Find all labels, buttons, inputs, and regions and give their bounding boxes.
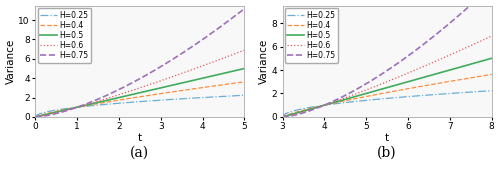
- H=0.25: [362, 99, 368, 102]
- H=0.4: [362, 96, 368, 98]
- H=0.25: [32, 116, 38, 118]
- H=0.25: [304, 107, 310, 109]
- Line: H=0.25: H=0.25: [36, 95, 244, 117]
- H=0.5: [100, 100, 106, 102]
- H=0.4: [430, 83, 436, 85]
- H=0.5: [304, 109, 310, 111]
- H=0.25: [348, 101, 354, 103]
- H=0.4: [242, 81, 248, 83]
- H=0.25: [430, 94, 436, 96]
- H=0.6: [304, 109, 310, 112]
- X-axis label: t: t: [385, 133, 389, 143]
- H=0.75: [184, 50, 190, 52]
- H=0.4: [100, 102, 106, 104]
- H=0.5: [58, 110, 64, 112]
- H=0.6: [184, 71, 190, 73]
- H=0.4: [32, 116, 38, 118]
- H=0.75: [304, 110, 310, 112]
- H=0.5: [411, 79, 417, 81]
- H=0.5: [280, 116, 285, 118]
- H=0.25: [115, 102, 121, 104]
- H=0.6: [411, 70, 417, 72]
- Line: H=0.75: H=0.75: [282, 0, 492, 117]
- H=0.25: [100, 103, 106, 106]
- H=0.6: [242, 49, 248, 51]
- H=0.6: [488, 35, 494, 37]
- H=0.5: [184, 81, 190, 83]
- H=0.25: [280, 116, 285, 118]
- H=0.75: [100, 96, 106, 98]
- H=0.25: [432, 94, 438, 96]
- H=0.4: [432, 83, 438, 85]
- H=0.5: [430, 74, 436, 76]
- H=0.75: [362, 83, 368, 85]
- H=0.6: [115, 94, 121, 96]
- H=0.4: [184, 89, 190, 91]
- H=0.6: [184, 70, 190, 72]
- H=0.6: [362, 89, 368, 91]
- Y-axis label: Variance: Variance: [258, 39, 268, 84]
- Line: H=0.4: H=0.4: [282, 74, 492, 117]
- Line: H=0.5: H=0.5: [282, 58, 492, 117]
- H=0.4: [411, 86, 417, 89]
- Line: H=0.5: H=0.5: [36, 68, 244, 117]
- H=0.75: [411, 50, 417, 53]
- H=0.4: [304, 108, 310, 110]
- H=0.6: [100, 98, 106, 101]
- H=0.6: [32, 116, 38, 118]
- X-axis label: t: t: [138, 133, 142, 143]
- H=0.75: [348, 91, 354, 94]
- H=0.5: [32, 116, 38, 118]
- H=0.75: [432, 35, 438, 37]
- H=0.25: [184, 97, 190, 100]
- H=0.75: [184, 49, 190, 51]
- H=0.4: [184, 89, 190, 91]
- Y-axis label: Variance: Variance: [6, 39, 16, 84]
- H=0.25: [411, 95, 417, 97]
- H=0.25: [242, 94, 248, 96]
- H=0.5: [115, 97, 121, 99]
- H=0.75: [430, 35, 436, 38]
- H=0.6: [432, 61, 438, 63]
- Line: H=0.25: H=0.25: [282, 91, 492, 117]
- Line: H=0.4: H=0.4: [36, 82, 244, 117]
- H=0.5: [184, 81, 190, 83]
- H=0.5: [348, 97, 354, 99]
- Line: H=0.75: H=0.75: [36, 9, 244, 117]
- H=0.75: [242, 8, 248, 10]
- H=0.5: [432, 73, 438, 75]
- H=0.75: [32, 116, 38, 118]
- H=0.4: [58, 109, 64, 112]
- H=0.75: [115, 89, 121, 91]
- Legend: H=0.25, H=0.4, H=0.5, H=0.6, H=0.75: H=0.25, H=0.4, H=0.5, H=0.6, H=0.75: [38, 8, 92, 63]
- H=0.6: [58, 110, 64, 113]
- H=0.25: [488, 90, 494, 92]
- Legend: H=0.25, H=0.4, H=0.5, H=0.6, H=0.75: H=0.25, H=0.4, H=0.5, H=0.6, H=0.75: [285, 8, 339, 63]
- H=0.75: [164, 62, 170, 64]
- H=0.6: [280, 116, 285, 118]
- Text: (b): (b): [377, 146, 397, 160]
- H=0.25: [184, 97, 190, 100]
- Line: H=0.6: H=0.6: [36, 50, 244, 117]
- H=0.4: [164, 92, 170, 94]
- H=0.25: [58, 108, 64, 110]
- Text: (a): (a): [130, 146, 150, 160]
- Line: H=0.6: H=0.6: [282, 36, 492, 117]
- H=0.6: [430, 61, 436, 63]
- H=0.5: [164, 85, 170, 88]
- H=0.5: [362, 93, 368, 95]
- H=0.5: [242, 67, 248, 70]
- H=0.6: [164, 78, 170, 80]
- H=0.25: [164, 99, 170, 101]
- H=0.4: [488, 73, 494, 76]
- H=0.75: [280, 116, 285, 118]
- H=0.4: [280, 116, 285, 118]
- H=0.4: [115, 99, 121, 101]
- H=0.75: [58, 111, 64, 114]
- H=0.5: [488, 57, 494, 59]
- H=0.6: [348, 95, 354, 97]
- H=0.4: [348, 98, 354, 101]
